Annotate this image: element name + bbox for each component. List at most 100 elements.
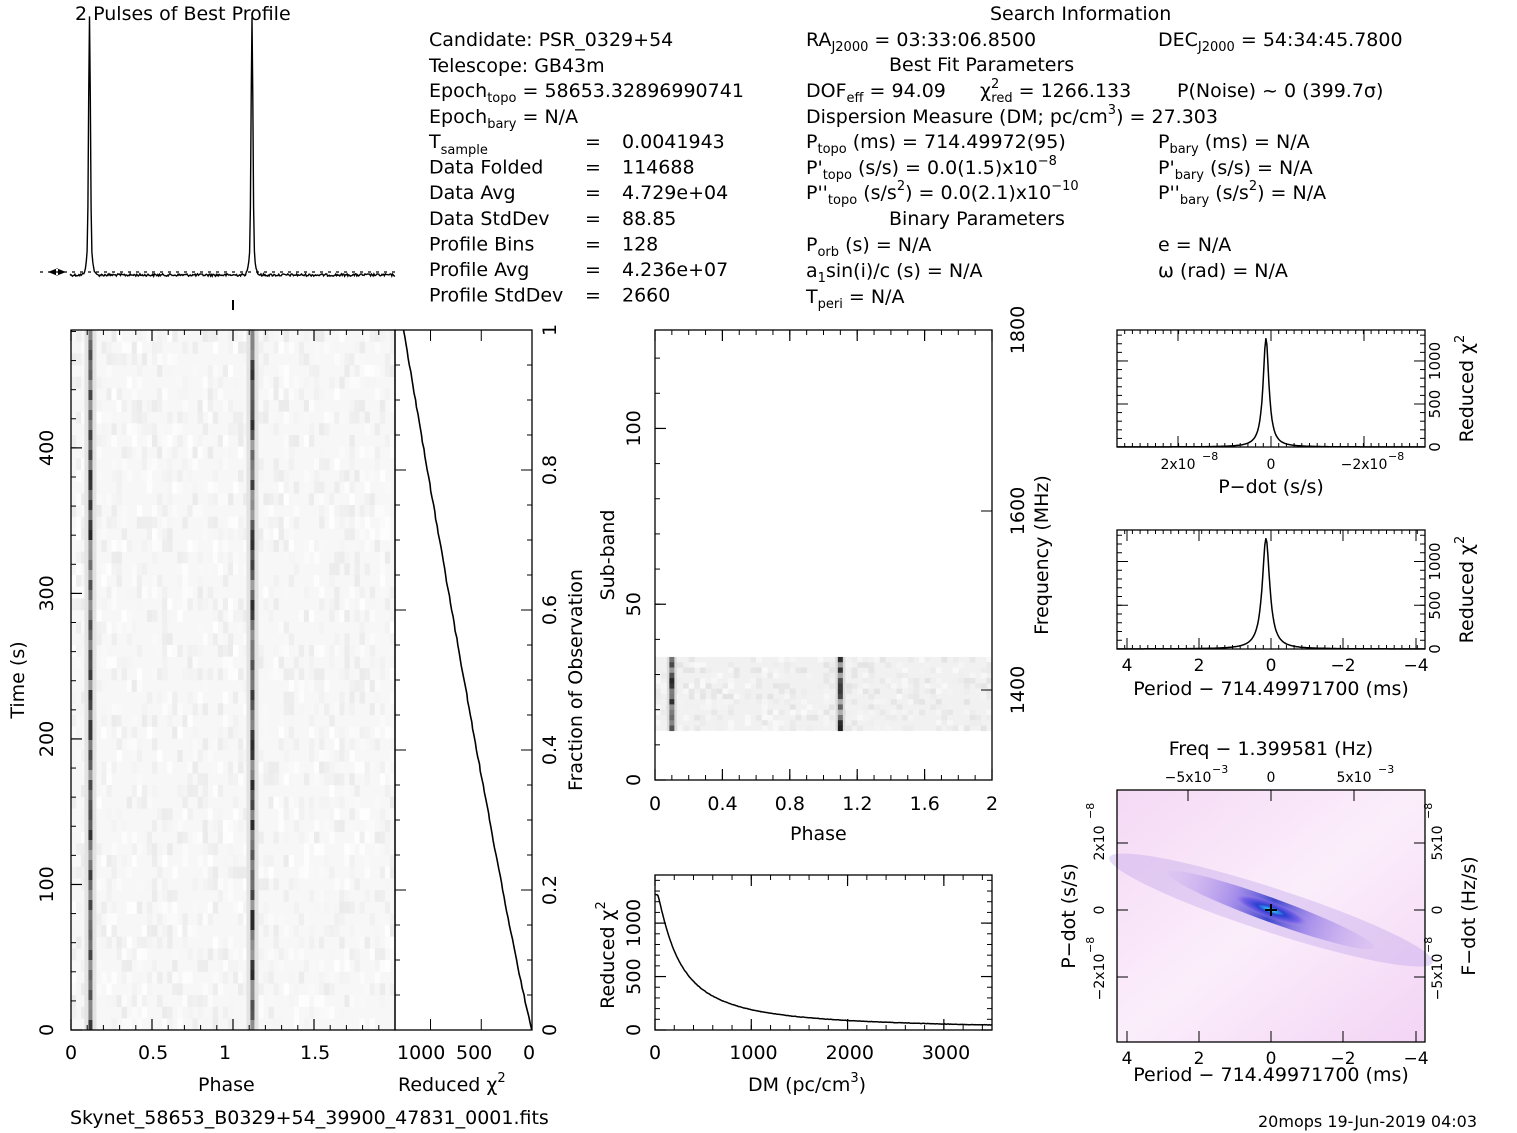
x-tick-label: 0 — [649, 793, 661, 815]
noise-cell — [359, 540, 365, 552]
noise-cell — [187, 995, 193, 1007]
cand-row-label: Tsample — [428, 131, 488, 158]
noise-cell — [81, 365, 87, 377]
subband-noise — [980, 667, 987, 674]
cand-row-value: 4.236e+07 — [622, 259, 728, 281]
subband-noise — [913, 693, 920, 700]
noise-cell — [162, 598, 168, 611]
cand-row-eq: = — [585, 131, 601, 153]
noise-cell — [329, 610, 335, 622]
noise-cell — [303, 610, 310, 622]
subband-noise — [772, 709, 779, 716]
noise-cell — [81, 668, 87, 681]
noise-cell — [131, 365, 138, 377]
noise-cell — [339, 890, 345, 902]
subband-noise — [801, 709, 807, 716]
noise-cell — [157, 400, 163, 412]
subband-pulse-segment — [669, 693, 675, 700]
noise-cell — [339, 516, 345, 529]
pulse-segment — [88, 780, 93, 791]
pulse-segment — [88, 390, 93, 401]
noise-cell — [222, 575, 229, 587]
noise-cell — [152, 435, 158, 447]
noise-cell — [197, 750, 203, 762]
subband-noise — [789, 656, 796, 663]
y-tick-label: 1000 — [1426, 342, 1444, 380]
noise-cell — [202, 400, 208, 412]
noise-cell — [314, 703, 320, 716]
noise-cell — [359, 738, 365, 751]
noise-cell — [121, 995, 127, 1007]
noise-cell — [314, 761, 320, 774]
noise-cell — [167, 598, 173, 611]
noise-cell — [369, 808, 376, 821]
noise-cell — [81, 866, 87, 879]
noise-cell — [167, 540, 173, 552]
noise-cell — [364, 481, 370, 494]
noise-cell — [273, 831, 279, 844]
noise-cell — [146, 435, 153, 447]
noise-cell — [334, 493, 340, 506]
noise-cell — [172, 866, 178, 879]
x-tick-label: 1.6 — [910, 793, 940, 815]
subband-noise — [947, 720, 953, 726]
noise-cell — [212, 971, 219, 984]
ecc-line: e = N/A — [1158, 234, 1231, 256]
noise-cell — [146, 831, 153, 844]
noise-cell — [101, 726, 107, 739]
noise-cell — [146, 528, 153, 541]
noise-cell — [364, 516, 370, 529]
noise-cell — [227, 563, 234, 576]
noise-cell — [167, 516, 173, 529]
noise-cell — [298, 353, 305, 366]
noise-cell — [222, 435, 229, 447]
noise-cell — [238, 913, 244, 926]
subband-noise — [784, 683, 791, 689]
noise-cell — [111, 901, 117, 914]
noise-cell — [212, 983, 219, 996]
noise-cell — [152, 353, 158, 366]
subband-noise — [655, 688, 661, 695]
y2-axis-label: F−dot (Hz/s) — [1458, 856, 1480, 975]
noise-cell — [121, 446, 127, 459]
noise-cell — [157, 820, 163, 832]
subband-noise — [761, 709, 768, 716]
pulse-segment — [250, 690, 255, 701]
noise-cell — [384, 528, 391, 541]
pulse-segment — [250, 770, 255, 781]
noise-cell — [243, 645, 249, 657]
noise-cell — [243, 423, 249, 436]
noise-cell — [324, 423, 330, 436]
noise-cell — [146, 936, 153, 949]
noise-cell — [379, 668, 386, 681]
noise-cell — [349, 528, 355, 541]
noise-cell — [349, 586, 355, 599]
noise-cell — [126, 680, 133, 692]
noise-cell — [136, 1018, 143, 1031]
noise-cell — [106, 388, 112, 401]
subband-noise — [806, 672, 813, 679]
pdbary-line: P'bary (s/s) = N/A — [1158, 157, 1313, 183]
subband-noise — [722, 699, 729, 705]
pulse-segment — [88, 570, 93, 581]
noise-cell — [116, 738, 122, 751]
noise-cell — [379, 505, 386, 517]
noise-cell — [314, 551, 320, 564]
cand-row-label: Data Folded — [429, 157, 543, 179]
subband-noise — [795, 667, 802, 674]
subband-noise — [986, 693, 993, 700]
noise-cell — [354, 411, 360, 424]
noise-cell — [364, 855, 370, 867]
noise-cell — [233, 598, 239, 611]
y-tick-label: −2x10 — [1092, 954, 1108, 1001]
noise-cell — [344, 668, 350, 681]
subband-noise — [660, 693, 667, 700]
noise-cell — [283, 773, 289, 786]
subband-noise — [699, 662, 706, 668]
subband-pulse-segment — [837, 667, 843, 674]
subband-noise — [823, 714, 830, 721]
noise-cell — [152, 551, 158, 564]
noise-cell — [243, 971, 249, 984]
noise-cell — [106, 493, 112, 506]
